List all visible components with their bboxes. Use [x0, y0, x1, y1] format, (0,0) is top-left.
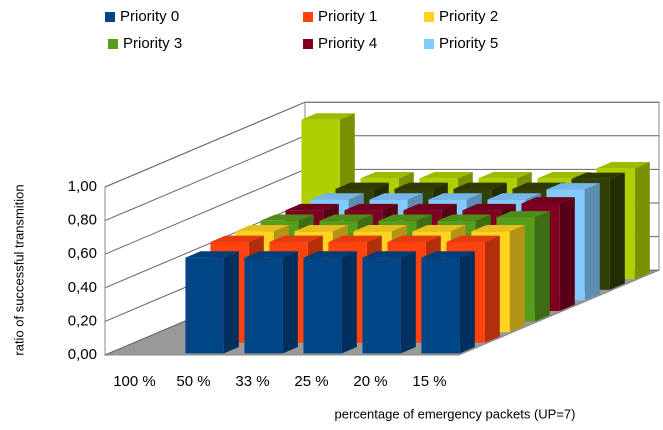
bar-side — [400, 251, 416, 354]
bar-side — [341, 251, 357, 354]
bar-top — [412, 225, 466, 232]
bar-top — [369, 193, 423, 200]
legend-label: Priority 3 — [123, 35, 182, 52]
bar-top — [496, 211, 550, 218]
bar-top — [462, 203, 516, 211]
bar-top — [387, 235, 441, 243]
x-tick-label: 15 % — [412, 373, 446, 390]
legend-swatch — [108, 39, 118, 49]
legend-swatch — [303, 39, 313, 49]
bar-top — [378, 214, 432, 221]
grid-line — [104, 101, 659, 188]
legend-swatch — [424, 12, 434, 22]
bar-top — [335, 182, 389, 190]
bar-side — [484, 235, 500, 343]
x-tick-label: 20 % — [353, 373, 387, 390]
bar-top — [294, 225, 348, 232]
legend-label: Priority 5 — [439, 35, 498, 52]
bar — [244, 257, 283, 354]
bar-top — [285, 203, 339, 211]
bar-top — [487, 193, 541, 200]
bar-top — [596, 161, 650, 169]
bar-side — [534, 211, 550, 322]
bar-top — [210, 235, 264, 243]
bar-top — [571, 172, 625, 179]
bar-top — [362, 251, 416, 258]
legend-swatch — [105, 12, 115, 22]
y-tick-label: 0,40 — [68, 279, 97, 296]
legend-label: Priority 0 — [120, 8, 179, 25]
legend-swatch — [424, 39, 434, 49]
bar-top — [521, 197, 575, 204]
legend-label: Priority 2 — [439, 8, 498, 25]
y-tick-label: 0,60 — [68, 245, 97, 262]
bar-side — [634, 161, 650, 280]
x-tick-label: 25 % — [294, 373, 328, 390]
bar-top — [546, 183, 600, 190]
bar — [185, 257, 224, 354]
x-tick-label: 50 % — [176, 373, 210, 390]
bar-top — [260, 214, 314, 221]
bar — [362, 257, 401, 354]
bar-side — [509, 225, 525, 333]
x-tick-label: 33 % — [235, 373, 269, 390]
bar-top — [235, 225, 289, 232]
y-axis-title: ratio of successful transmition — [11, 184, 26, 355]
x-axis-title: percentage of emergency packets (UP=7) — [335, 406, 576, 421]
legend-swatch — [303, 12, 313, 22]
bar-side — [584, 183, 600, 301]
bar-top — [328, 235, 382, 243]
bar-top — [360, 172, 414, 179]
bar-side — [559, 197, 575, 312]
bar — [303, 257, 342, 354]
bar-top — [421, 251, 475, 258]
bar-side — [282, 251, 298, 354]
y-tick-label: 0,80 — [68, 212, 97, 229]
bar-top — [428, 193, 482, 200]
bar-top — [478, 172, 532, 179]
y-tick-label: 0,00 — [68, 346, 97, 363]
bar-top — [471, 225, 525, 232]
bar-top — [344, 203, 398, 211]
bar-side — [223, 251, 239, 354]
legend-label: Priority 1 — [318, 8, 377, 25]
bar-top — [394, 182, 448, 190]
y-tick-label: 0,20 — [68, 312, 97, 329]
bar-top — [303, 251, 357, 258]
bar-side — [459, 251, 475, 354]
bar-top — [244, 251, 298, 258]
bar — [421, 257, 460, 354]
bar-top — [403, 203, 457, 211]
bar-top — [353, 225, 407, 232]
bar-top — [310, 193, 364, 200]
x-tick-label: 100 % — [113, 373, 156, 390]
bar-side — [609, 172, 625, 290]
bar-top — [437, 214, 491, 221]
bar-top — [453, 182, 507, 190]
bar-top — [269, 235, 323, 243]
bar-top — [185, 251, 239, 258]
y-tick-label: 1,00 — [68, 178, 97, 195]
bar-top — [419, 172, 473, 179]
legend-label: Priority 4 — [318, 35, 377, 52]
bar-top — [319, 214, 373, 221]
bar-top — [301, 113, 355, 120]
bar-top — [446, 235, 500, 243]
